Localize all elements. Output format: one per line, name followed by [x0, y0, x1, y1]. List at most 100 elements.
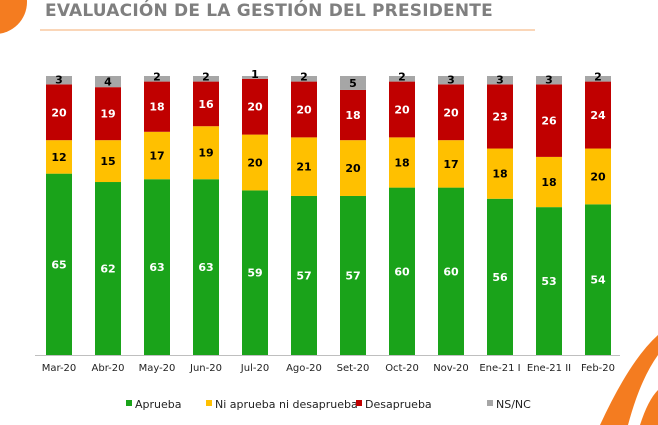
- bar-segment-desaprueba: [144, 81, 170, 132]
- bar-segment-desaprueba: [585, 81, 611, 149]
- x-tick-label: Ene-21 II: [527, 363, 571, 374]
- data-label: 59: [247, 267, 262, 280]
- bar-segment-ns-nc: [46, 76, 72, 85]
- data-label: 19: [198, 147, 213, 160]
- bar-segment-desaprueba: [242, 78, 268, 135]
- data-label: 15: [100, 155, 115, 168]
- orange-circle-decoration: [0, 0, 27, 34]
- x-tick-label: May-20: [139, 363, 176, 374]
- data-label: 20: [590, 170, 606, 183]
- bar-segment-ns-nc: [193, 76, 219, 82]
- bar-segment-aprueba: [144, 179, 170, 355]
- data-label: 2: [594, 71, 602, 84]
- bar-segment-ni-aprueba-ni-desaprueba: [291, 137, 317, 196]
- x-tick-label: Set-20: [337, 363, 370, 374]
- bar-segment-aprueba: [46, 173, 72, 355]
- bar-segment-aprueba: [438, 187, 464, 355]
- data-label: 2: [398, 71, 406, 84]
- bar-segment-desaprueba: [340, 89, 366, 141]
- data-label: 2: [300, 71, 308, 84]
- bar-segment-ns-nc: [487, 76, 513, 85]
- data-label: 1: [251, 68, 259, 81]
- data-label: 62: [100, 263, 115, 276]
- bar-segment-ni-aprueba-ni-desaprueba: [242, 134, 268, 191]
- x-tick-label: Oct-20: [385, 363, 419, 374]
- x-tick-label: Mar-20: [42, 363, 77, 374]
- bar-segment-desaprueba: [438, 84, 464, 141]
- bar-segment-ns-nc: [95, 76, 121, 88]
- bar-segment-aprueba: [95, 182, 121, 355]
- data-label: 20: [51, 106, 67, 119]
- bar-segment-ns-nc: [144, 76, 170, 82]
- legend-label: Ni aprueba ni desaprueba: [215, 398, 358, 411]
- data-label: 20: [394, 103, 410, 116]
- chart-title: EVALUACIÓN DE LA GESTIÓN DEL PRESIDENTE: [45, 1, 493, 21]
- data-label: 16: [198, 98, 214, 111]
- bar-segment-ni-aprueba-ni-desaprueba: [585, 148, 611, 205]
- data-label: 56: [492, 271, 508, 284]
- bar-segment-ns-nc: [585, 76, 611, 82]
- data-label: 12: [51, 151, 66, 164]
- data-label: 57: [345, 269, 360, 282]
- data-label: 17: [149, 150, 164, 163]
- x-tick-label: Feb-20: [581, 363, 615, 374]
- data-label: 54: [590, 274, 606, 287]
- data-label: 17: [443, 158, 458, 171]
- data-label: 53: [541, 275, 556, 288]
- bar-segment-ns-nc: [536, 76, 562, 85]
- data-label: 4: [104, 76, 112, 89]
- data-label: 23: [492, 110, 507, 123]
- data-label: 20: [296, 103, 312, 116]
- bar-segment-aprueba: [242, 190, 268, 355]
- data-label: 24: [590, 109, 606, 122]
- data-label: 2: [202, 71, 210, 84]
- bar-segment-aprueba: [340, 195, 366, 355]
- legend-label: NS/NC: [496, 398, 531, 411]
- data-label: 3: [496, 73, 504, 86]
- data-label: 5: [349, 77, 357, 90]
- legend-swatch: [356, 400, 362, 406]
- data-label: 60: [443, 265, 459, 278]
- data-label: 18: [394, 156, 409, 169]
- x-tick-label: Ago-20: [286, 363, 322, 374]
- orange-swoosh-decoration: [640, 390, 658, 425]
- bar-segment-ni-aprueba-ni-desaprueba: [389, 137, 415, 188]
- data-label: 20: [247, 101, 263, 114]
- x-tick-label: Jun-20: [189, 363, 222, 374]
- bar-segment-ns-nc: [340, 76, 366, 90]
- bar-segment-ni-aprueba-ni-desaprueba: [340, 140, 366, 196]
- data-label: 63: [198, 261, 213, 274]
- x-tick-label: Ene-21 I: [479, 363, 520, 374]
- data-label: 21: [296, 161, 311, 174]
- bar-segment-desaprueba: [389, 81, 415, 138]
- data-label: 3: [545, 73, 553, 86]
- data-label: 20: [345, 162, 361, 175]
- bar-segment-desaprueba: [193, 81, 219, 127]
- bar-segment-ns-nc: [242, 76, 268, 79]
- bar-segment-ni-aprueba-ni-desaprueba: [487, 148, 513, 199]
- bar-segment-ni-aprueba-ni-desaprueba: [46, 140, 72, 174]
- bar-segment-ni-aprueba-ni-desaprueba: [144, 131, 170, 180]
- legend-swatch: [126, 400, 132, 406]
- bar-segment-ns-nc: [389, 76, 415, 82]
- data-label: 19: [100, 108, 115, 121]
- x-tick-label: Nov-20: [433, 363, 469, 374]
- bar-segment-ni-aprueba-ni-desaprueba: [193, 126, 219, 180]
- data-label: 20: [443, 106, 459, 119]
- bar-segment-ns-nc: [291, 76, 317, 82]
- data-label: 57: [296, 269, 311, 282]
- bar-segment-aprueba: [389, 187, 415, 355]
- bar-segment-ni-aprueba-ni-desaprueba: [438, 140, 464, 188]
- data-label: 20: [247, 156, 263, 169]
- bar-segment-aprueba: [193, 179, 219, 355]
- orange-swoosh-decoration: [600, 335, 658, 425]
- legend-label: Aprueba: [135, 398, 182, 411]
- bar-segment-desaprueba: [536, 84, 562, 157]
- bar-segment-ni-aprueba-ni-desaprueba: [536, 156, 562, 208]
- data-label: 3: [447, 73, 455, 86]
- bar-segment-desaprueba: [95, 87, 121, 141]
- bar-segment-desaprueba: [291, 81, 317, 138]
- bar-segment-aprueba: [487, 198, 513, 355]
- data-label: 18: [541, 176, 556, 189]
